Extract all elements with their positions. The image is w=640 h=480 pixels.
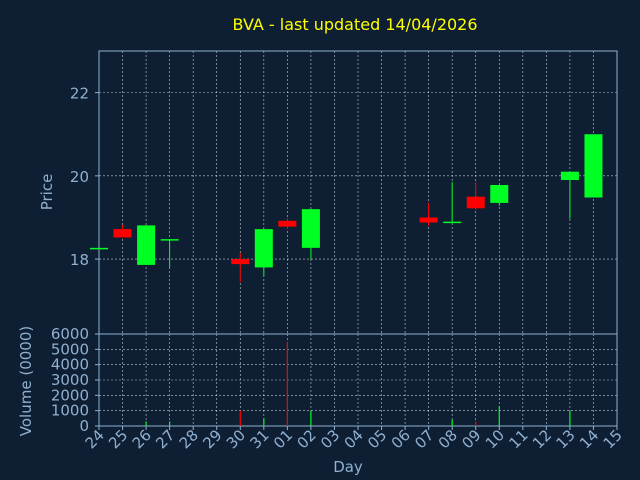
volume-tick-label: 6000 [51, 325, 89, 343]
candle-body [490, 185, 509, 203]
candle-body [419, 217, 438, 223]
candle-body [254, 229, 273, 268]
x-tick-label: 06 [388, 426, 414, 452]
x-tick-label: 28 [176, 426, 202, 452]
chart-title: BVA - last updated 14/04/2026 [232, 15, 477, 34]
volume-tick-label: 2000 [51, 386, 89, 404]
price-tick-label: 18 [70, 251, 89, 269]
x-tick-label: 11 [505, 426, 531, 452]
candle-body [584, 134, 603, 198]
candle-body [278, 220, 297, 227]
x-axis: 2425262728293031010203040506070809101112… [82, 426, 626, 452]
volume-axis-label: Volume (0000) [17, 326, 35, 436]
candle-body [113, 229, 132, 238]
x-axis-label: Day [333, 458, 363, 476]
candle-body [560, 171, 579, 181]
x-tick-label: 08 [435, 426, 461, 452]
volume-tick-label: 3000 [51, 371, 89, 389]
x-tick-label: 25 [105, 426, 131, 452]
price-panel: 18 20 22 [70, 50, 618, 335]
x-tick-label: 12 [529, 426, 555, 452]
x-tick-label: 03 [317, 426, 343, 452]
candle-body [160, 239, 179, 241]
x-tick-label: 02 [294, 426, 320, 452]
x-tick-label: 30 [223, 426, 249, 452]
x-tick-label: 04 [341, 426, 367, 452]
x-tick-label: 31 [246, 426, 272, 452]
x-tick-label: 27 [152, 426, 178, 452]
candle-body [231, 259, 250, 265]
x-tick-label: 01 [270, 426, 296, 452]
x-tick-label: 13 [553, 426, 579, 452]
candle-body [443, 221, 462, 224]
x-tick-label: 15 [600, 426, 626, 452]
candle-body [301, 209, 320, 248]
x-tick-label: 26 [129, 426, 155, 452]
x-tick-label: 05 [364, 426, 390, 452]
price-axis-label: Price [38, 174, 56, 211]
volume-tick-label: 5000 [51, 340, 89, 358]
x-tick-label: 14 [576, 426, 602, 452]
x-tick-label: 29 [199, 426, 225, 452]
volume-tick-label: 4000 [51, 356, 89, 374]
price-tick-label: 22 [70, 85, 89, 103]
volume-tick-label: 0 [79, 417, 89, 435]
x-tick-label: 10 [482, 426, 508, 452]
volume-tick-label: 1000 [51, 402, 89, 420]
x-tick-label: 07 [411, 426, 437, 452]
x-tick-label: 09 [458, 426, 484, 452]
candle-body [466, 196, 485, 209]
price-tick-label: 20 [70, 168, 89, 186]
candle-body [90, 247, 108, 250]
candle-body [137, 225, 156, 265]
